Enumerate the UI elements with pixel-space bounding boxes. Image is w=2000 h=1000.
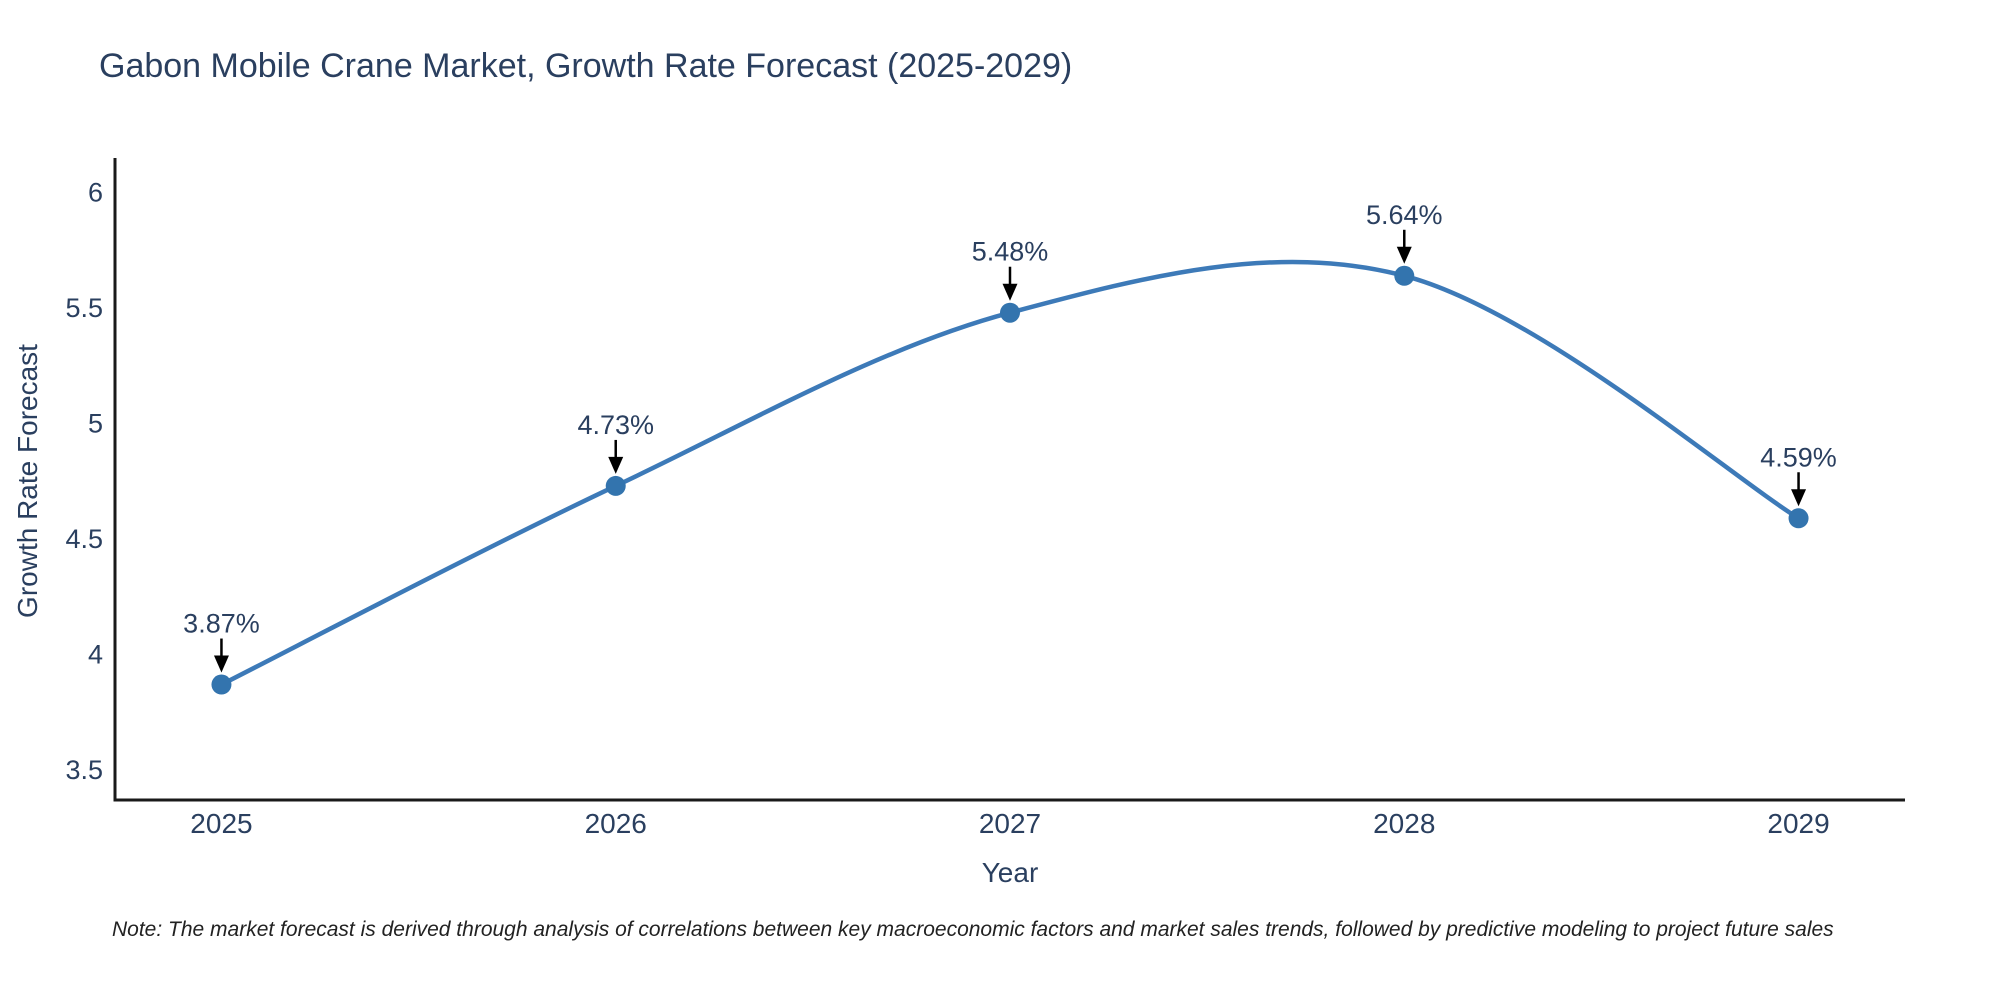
point-annotation: 4.73%	[577, 410, 654, 440]
data-point-marker	[1000, 302, 1020, 323]
y-tick-label: 3.5	[65, 755, 103, 785]
point-annotation: 5.64%	[1366, 200, 1443, 230]
y-tick-label: 5	[88, 409, 103, 439]
x-tick-label: 2026	[585, 808, 647, 839]
x-tick-label: 2027	[979, 808, 1041, 839]
x-tick-label: 2025	[190, 808, 252, 839]
annotation-arrowhead	[1791, 489, 1807, 507]
x-tick-label: 2029	[1767, 808, 1829, 839]
point-annotation: 4.59%	[1760, 442, 1837, 472]
footnote: Note: The market forecast is derived thr…	[112, 918, 1834, 941]
y-tick-label: 6	[88, 178, 103, 208]
annotation-arrowhead	[213, 655, 229, 673]
annotation-arrowhead	[608, 456, 624, 474]
y-tick-label: 4.5	[65, 524, 103, 554]
y-tick-label: 4	[88, 640, 103, 670]
y-axis-title: Growth Rate Forecast	[12, 344, 43, 618]
line-chart-canvas: 3.5 4 4.5 5 5.5 6 2025 2026 2027 2028 2029 3.87% 4.7…	[65, 158, 1905, 839]
x-tick-label: 2028	[1373, 808, 1435, 839]
chart-title: Gabon Mobile Crane Market, Growth Rate F…	[99, 47, 1073, 85]
data-point-marker	[605, 475, 626, 496]
annotation-arrowhead	[1396, 246, 1412, 264]
x-axis-title: Year	[981, 857, 1039, 888]
data-point-marker	[1788, 508, 1809, 529]
series-line	[219, 259, 1801, 687]
y-tick-label: 5.5	[65, 293, 103, 323]
point-annotation: 5.48%	[972, 237, 1049, 267]
annotation-arrowhead	[1002, 283, 1018, 301]
point-annotation: 3.87%	[183, 609, 260, 639]
data-point-marker	[211, 674, 232, 695]
data-point-marker	[1394, 265, 1415, 286]
